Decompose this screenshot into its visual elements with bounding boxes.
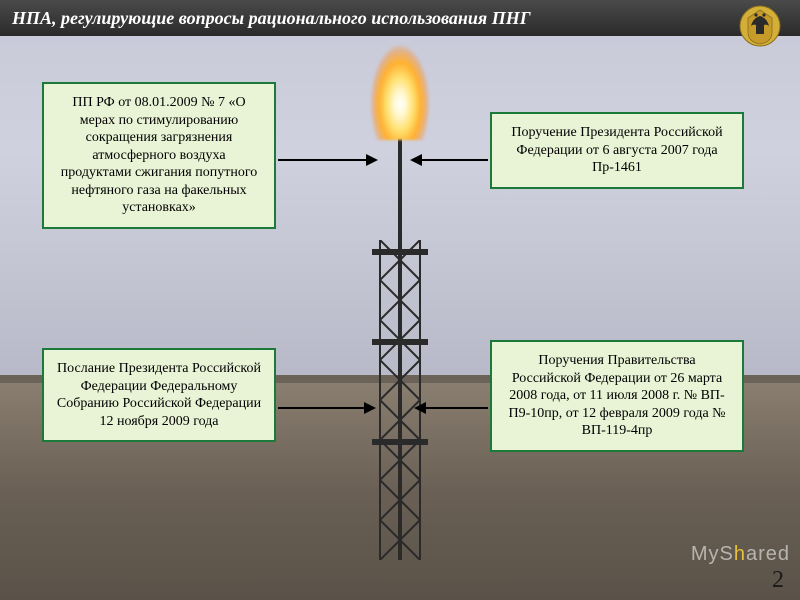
regulation-box-4: Поручения Правительства Российской Федер…	[490, 340, 744, 452]
arrow-box2-to-flare	[410, 154, 488, 166]
regulation-text: ПП РФ от 08.01.2009 № 7 «О мерах по стим…	[61, 95, 257, 215]
regulation-text: Поручение Президента Российской Федераци…	[511, 125, 722, 175]
arrow-box4-to-flare	[414, 402, 488, 414]
slide-header: НПА, регулирующие вопросы рационального …	[0, 0, 800, 36]
page-number: 2	[772, 567, 784, 594]
watermark: MyShared	[691, 543, 790, 566]
regulation-box-2: Поручение Президента Российской Федераци…	[490, 112, 744, 189]
flare-flame	[370, 20, 430, 140]
slide-title: НПА, регулирующие вопросы рационального …	[12, 8, 531, 29]
regulation-text: Поручения Правительства Российской Федер…	[508, 353, 725, 438]
regulation-text: Послание Президента Российской Федерации…	[57, 361, 261, 429]
watermark-pre: MyS	[691, 543, 734, 565]
watermark-accent: h	[734, 543, 746, 565]
watermark-post: ared	[746, 543, 790, 565]
arrow-box3-to-flare	[278, 402, 376, 414]
flare-tower	[392, 80, 408, 560]
emblem-icon	[738, 4, 782, 48]
arrow-box1-to-flare	[278, 154, 378, 166]
regulation-box-3: Послание Президента Российской Федерации…	[42, 348, 276, 442]
regulation-box-1: ПП РФ от 08.01.2009 № 7 «О мерах по стим…	[42, 82, 276, 229]
